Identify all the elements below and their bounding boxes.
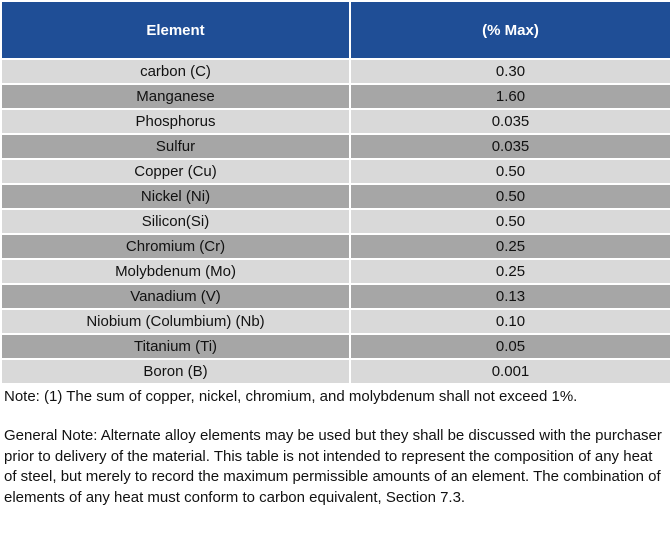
- table-row: Niobium (Columbium) (Nb) 0.10: [2, 308, 670, 334]
- max-cell: 0.10: [350, 308, 670, 334]
- table-row: Silicon(Si) 0.50: [2, 208, 670, 234]
- element-cell: Boron (B): [2, 358, 351, 383]
- element-cell: Chromium (Cr): [2, 233, 351, 259]
- element-cell: Phosphorus: [2, 108, 351, 134]
- table-row: Molybdenum (Mo) 0.25: [2, 258, 670, 284]
- header-percent-max: (% Max): [350, 2, 670, 59]
- max-cell: 1.60: [350, 83, 670, 109]
- element-cell: Silicon(Si): [2, 208, 351, 234]
- table-row: Sulfur 0.035: [2, 133, 670, 159]
- max-cell: 0.035: [350, 108, 670, 134]
- element-cell: Molybdenum (Mo): [2, 258, 351, 284]
- table-row: Manganese 1.60: [2, 83, 670, 109]
- table-row: carbon (C) 0.30: [2, 58, 670, 84]
- max-cell: 0.50: [350, 158, 670, 184]
- element-cell: Titanium (Ti): [2, 333, 351, 359]
- element-cell: Nickel (Ni): [2, 183, 351, 209]
- table-row: Titanium (Ti) 0.05: [2, 333, 670, 359]
- max-cell: 0.13: [350, 283, 670, 309]
- table-row: Copper (Cu) 0.50: [2, 158, 670, 184]
- header-element: Element: [2, 2, 351, 59]
- max-cell: 0.25: [350, 258, 670, 284]
- max-cell: 0.25: [350, 233, 670, 259]
- table-note: Note: (1) The sum of copper, nickel, chr…: [4, 388, 578, 405]
- max-cell: 0.05: [350, 333, 670, 359]
- max-cell: 0.30: [350, 58, 670, 84]
- max-cell: 0.001: [350, 358, 670, 383]
- element-cell: Niobium (Columbium) (Nb): [2, 308, 351, 334]
- table-row: Phosphorus 0.035: [2, 108, 670, 134]
- max-cell: 0.50: [350, 208, 670, 234]
- table-row: Vanadium (V) 0.13: [2, 283, 670, 309]
- table-header-row: Element (% Max): [2, 2, 670, 59]
- table-row: Chromium (Cr) 0.25: [2, 233, 670, 259]
- element-cell: carbon (C): [2, 58, 351, 84]
- table-row: Nickel (Ni) 0.50: [2, 183, 670, 209]
- max-cell: 0.50: [350, 183, 670, 209]
- element-cell: Sulfur: [2, 133, 351, 159]
- element-cell: Vanadium (V): [2, 283, 351, 309]
- general-note: General Note: Alternate alloy elements m…: [4, 427, 662, 506]
- table-row: Boron (B) 0.001: [2, 358, 670, 383]
- element-cell: Copper (Cu): [2, 158, 351, 184]
- max-cell: 0.035: [350, 133, 670, 159]
- element-cell: Manganese: [2, 83, 351, 109]
- chemical-composition-table: Element (% Max) carbon (C) 0.30 Manganes…: [2, 2, 670, 383]
